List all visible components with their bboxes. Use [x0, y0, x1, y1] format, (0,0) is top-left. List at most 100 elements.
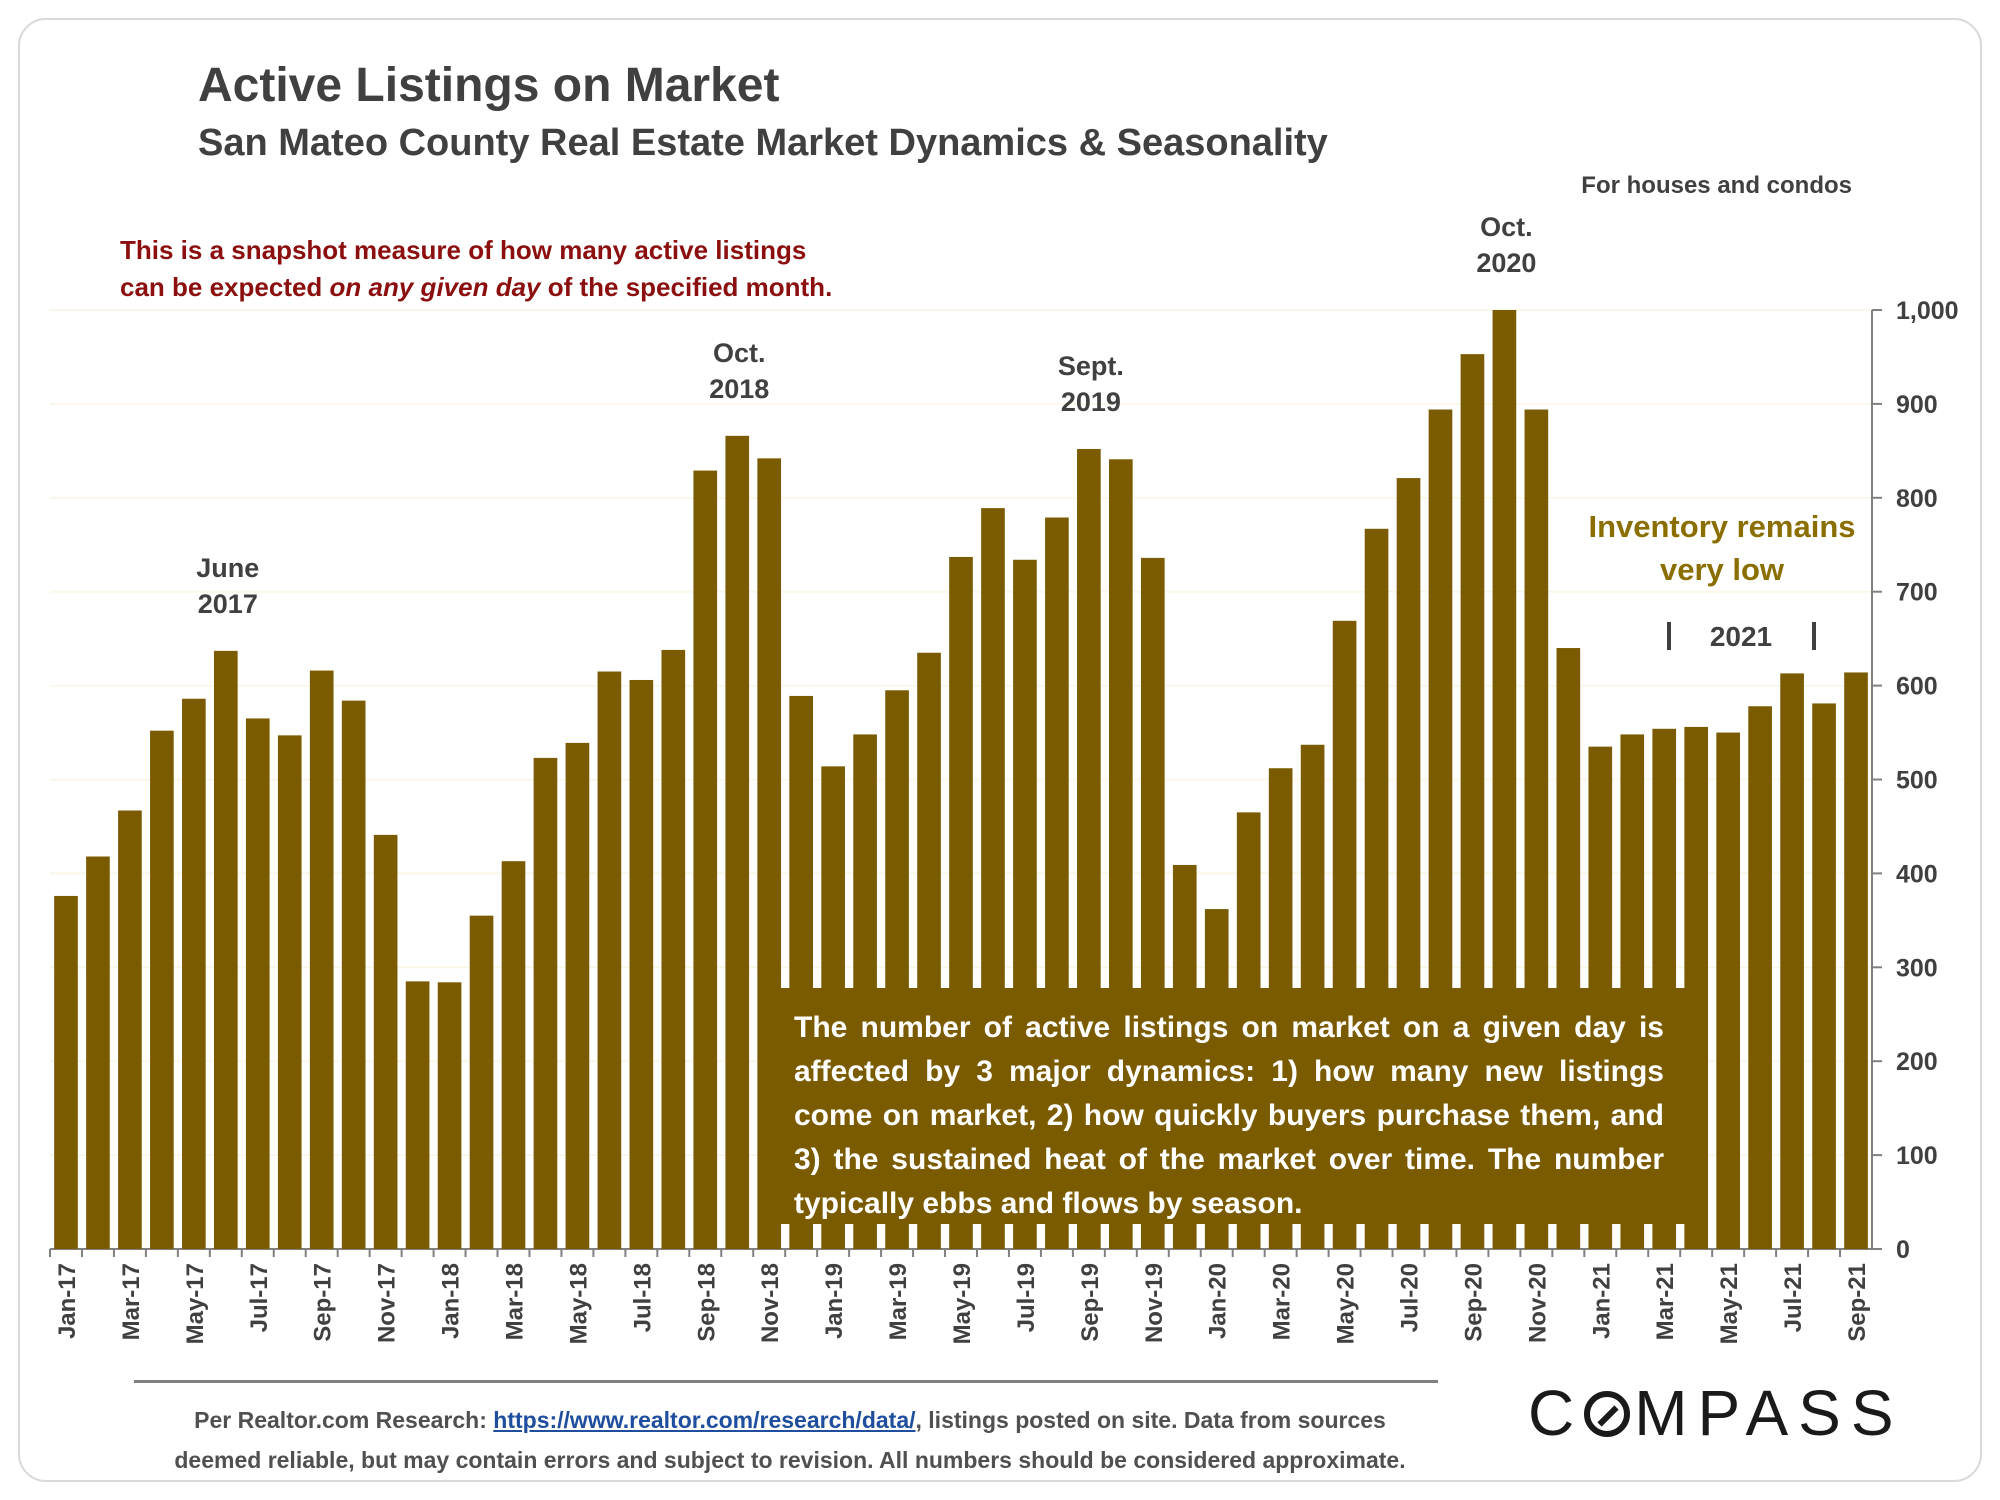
x-axis-ticks: Jan-17 Mar-17 May-17 Jul-17 Sep-17 Nov-17 Jan-… [49, 1249, 1871, 1344]
y-tick-label: 0 [1896, 1236, 1910, 1264]
bar-Apr-18 [533, 757, 558, 1249]
bar-Aug-21 [1812, 703, 1836, 1249]
x-tick-label: Jan-20 [1205, 1263, 1232, 1339]
annotation-label: Oct. [1480, 212, 1533, 242]
scope-label: For houses and condos [1581, 172, 1852, 199]
annotation-year: 2020 [1476, 248, 1536, 278]
bar-Aug-17 [277, 735, 302, 1249]
x-tick-label: May-21 [1716, 1263, 1743, 1344]
y-tick-label: 900 [1896, 391, 1938, 419]
x-tick-label: Jan-19 [821, 1263, 848, 1339]
bar-Oct-17 [341, 700, 366, 1249]
x-tick-label: Jul-17 [246, 1263, 273, 1332]
x-tick-label: Nov-18 [757, 1263, 784, 1343]
x-tick-label: Jan-18 [438, 1263, 465, 1339]
annotation-year: 2018 [709, 374, 769, 404]
x-tick-label: Jul-19 [1013, 1263, 1040, 1332]
bar-Dec-17 [405, 981, 430, 1249]
y-tick-label: 800 [1896, 485, 1938, 513]
annotation-label: June [196, 553, 259, 583]
bar-Aug-18 [661, 649, 686, 1249]
note-line-2b: of the specified month. [540, 272, 833, 302]
x-tick-label: Sep-19 [1077, 1263, 1104, 1342]
x-tick-label: Sep-21 [1844, 1263, 1871, 1342]
bar-May-21 [1716, 732, 1740, 1249]
x-tick-label: May-17 [182, 1263, 209, 1344]
x-tick-label: Nov-19 [1141, 1263, 1168, 1343]
bar-Feb-18 [469, 915, 494, 1249]
footer-suffix: , listings posted on site. Data from sou… [915, 1407, 1386, 1433]
page-subtitle: San Mateo County Real Estate Market Dyna… [198, 122, 1328, 164]
y-tick-label: 200 [1896, 1048, 1938, 1076]
x-tick-label: Nov-17 [374, 1263, 401, 1343]
x-tick-label: Mar-21 [1652, 1263, 1679, 1340]
y-tick-label: 400 [1896, 860, 1938, 888]
bar-Sep-17 [309, 670, 334, 1249]
bar-Jul-18 [629, 679, 654, 1249]
bar-Jul-21 [1780, 673, 1804, 1249]
footer-prefix: Per Realtor.com Research: [194, 1407, 494, 1433]
y-tick-label: 300 [1896, 954, 1938, 982]
x-tick-label: Sep-20 [1460, 1263, 1487, 1342]
explanation-box: The number of active listings on market … [758, 988, 1688, 1224]
bar-Mar-17 [118, 810, 142, 1249]
bar-Jan-18 [437, 982, 462, 1249]
y-tick-label: 600 [1896, 673, 1938, 701]
callout-line-1: Inventory remains [1588, 509, 1855, 544]
annotation-year: 2019 [1061, 387, 1121, 417]
x-tick-label: May-19 [949, 1263, 976, 1344]
bar-Jun-21 [1748, 706, 1772, 1249]
callout-line-2: very low [1660, 552, 1785, 587]
x-tick-label: Nov-20 [1524, 1263, 1551, 1343]
y-tick-label: 500 [1896, 767, 1938, 795]
bar-Apr-21 [1684, 726, 1709, 1249]
footer-divider [134, 1380, 1438, 1383]
x-tick-label: Jul-18 [629, 1263, 656, 1332]
compass-o-icon [1584, 1391, 1631, 1437]
compass-logo: C MPASS [1528, 1377, 1904, 1449]
bar-Jun-17 [213, 650, 238, 1249]
y-axis-ticks: 0 100 200 300 400 500 600 700 800 900 1,000 [1872, 297, 1959, 1264]
y-tick-label: 1,000 [1896, 297, 1959, 325]
x-tick-label: Mar-20 [1269, 1263, 1296, 1340]
x-tick-label: Sep-17 [310, 1263, 337, 1342]
x-tick-label: Mar-18 [501, 1263, 528, 1340]
bar-Oct-18 [725, 435, 750, 1249]
x-tick-label: May-20 [1333, 1263, 1360, 1344]
x-tick-label: Jul-20 [1397, 1263, 1424, 1332]
x-tick-label: May-18 [565, 1263, 592, 1344]
peak-annotations: June 2017 Oct. 2018 Sept. 2019 Oct. 2020 [196, 212, 1536, 619]
bar-Nov-17 [373, 834, 398, 1249]
bar-Sep-18 [693, 470, 718, 1250]
annotation-label: Sept. [1058, 351, 1124, 381]
annotation-year: 2017 [198, 589, 258, 619]
snapshot-note: This is a snapshot measure of how many a… [120, 232, 832, 306]
x-tick-label: Sep-18 [693, 1263, 720, 1342]
callout-period: 2021 [1710, 621, 1772, 652]
x-tick-label: Mar-17 [118, 1263, 145, 1340]
x-tick-label: Jul-21 [1780, 1263, 1807, 1332]
bar-Jan-17 [54, 895, 78, 1249]
x-tick-label: Jan-21 [1588, 1263, 1615, 1339]
note-emphasis: on any given day [329, 272, 541, 302]
inventory-callout: Inventory remains very low 2021 [1588, 509, 1855, 652]
page-title: Active Listings on Market [198, 59, 780, 112]
note-line-2a: can be expected [120, 272, 330, 302]
y-tick-label: 100 [1896, 1142, 1938, 1170]
footer-line-2: deemed reliable, but may contain errors … [174, 1447, 1406, 1473]
annotation-label: Oct. [713, 338, 766, 368]
bar-Apr-17 [150, 730, 174, 1249]
bar-May-17 [182, 698, 206, 1249]
source-link[interactable]: https://www.realtor.com/research/data/ [493, 1407, 916, 1433]
footer-source: Per Realtor.com Research: https://www.re… [120, 1400, 1460, 1480]
bar-Mar-18 [501, 861, 526, 1249]
bar-Jun-18 [597, 671, 622, 1249]
x-tick-label: Jan-17 [54, 1263, 81, 1339]
bar-Jul-17 [245, 718, 270, 1249]
bar-May-18 [565, 742, 590, 1249]
note-line-1: This is a snapshot measure of how many a… [120, 235, 807, 265]
bar-Sep-21 [1844, 672, 1868, 1249]
x-tick-label: Mar-19 [885, 1263, 912, 1340]
bar-Feb-17 [86, 856, 110, 1249]
